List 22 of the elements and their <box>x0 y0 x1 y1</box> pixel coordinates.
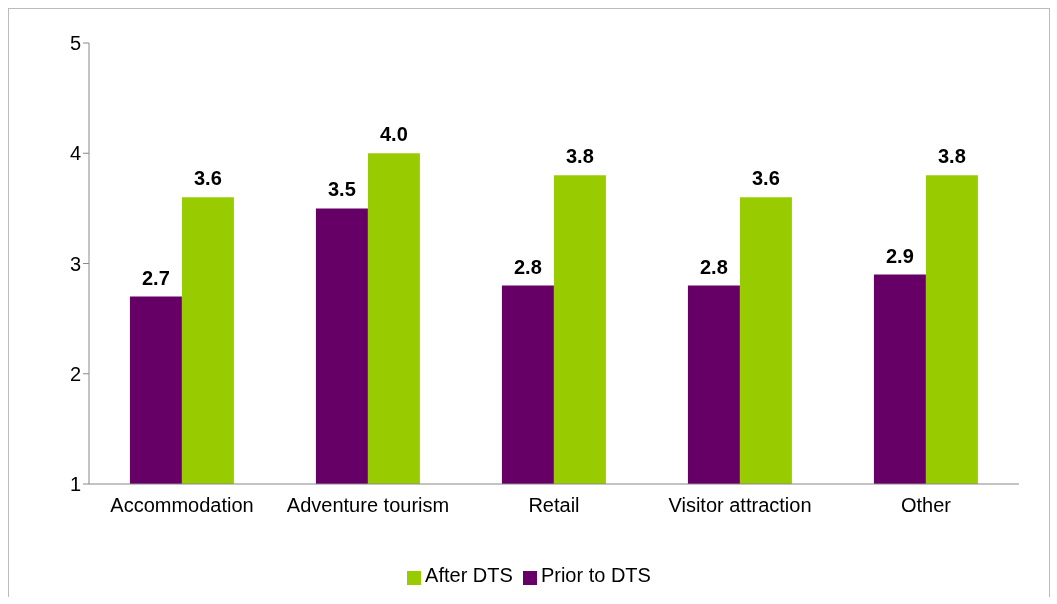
data-label: 2.9 <box>886 244 914 267</box>
y-tick-label: 2 <box>69 362 81 385</box>
legend-label: Prior to DTS <box>540 564 651 586</box>
data-label: 2.7 <box>142 266 170 289</box>
x-tick-label: Visitor attraction <box>668 494 812 517</box>
y-tick-label: 3 <box>69 252 81 275</box>
data-label: 3.6 <box>752 167 780 190</box>
data-label: 3.8 <box>566 145 594 168</box>
data-label: 3.5 <box>328 178 356 201</box>
data-label: 3.8 <box>938 145 966 168</box>
x-tick-label: Accommodation <box>110 494 254 517</box>
x-tick-label: Adventure tourism <box>286 494 450 517</box>
data-label: 4.0 <box>380 123 408 146</box>
data-label: 2.8 <box>700 255 728 278</box>
x-tick-label: Other <box>900 494 952 517</box>
data-label: 3.6 <box>194 167 222 190</box>
data-label: 2.8 <box>514 255 542 278</box>
x-tick-label: Retail <box>528 494 580 517</box>
y-tick-label: 1 <box>69 473 81 496</box>
y-tick-label: 4 <box>69 142 81 165</box>
legend-label: After DTS <box>425 564 513 586</box>
y-tick-label: 5 <box>69 32 81 55</box>
